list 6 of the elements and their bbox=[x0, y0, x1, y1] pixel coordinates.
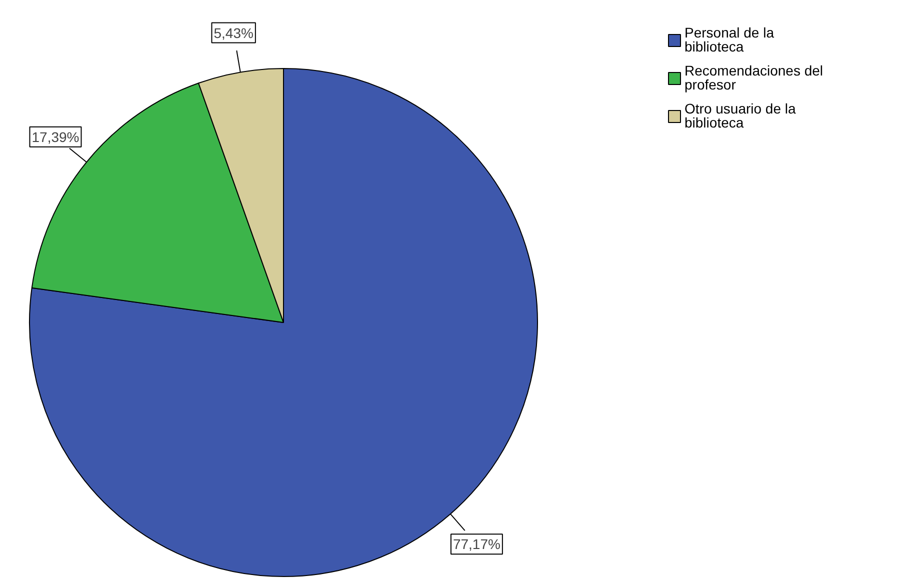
data-label: 5,43% bbox=[214, 24, 254, 41]
data-label: 77,17% bbox=[452, 536, 500, 552]
legend-label: Personal de la biblioteca bbox=[684, 24, 774, 54]
data-label: 17,39% bbox=[32, 128, 80, 145]
legend-label: Recomendaciones del profesor bbox=[684, 62, 824, 92]
legend-label: Otro usuario de la biblioteca bbox=[684, 100, 796, 130]
